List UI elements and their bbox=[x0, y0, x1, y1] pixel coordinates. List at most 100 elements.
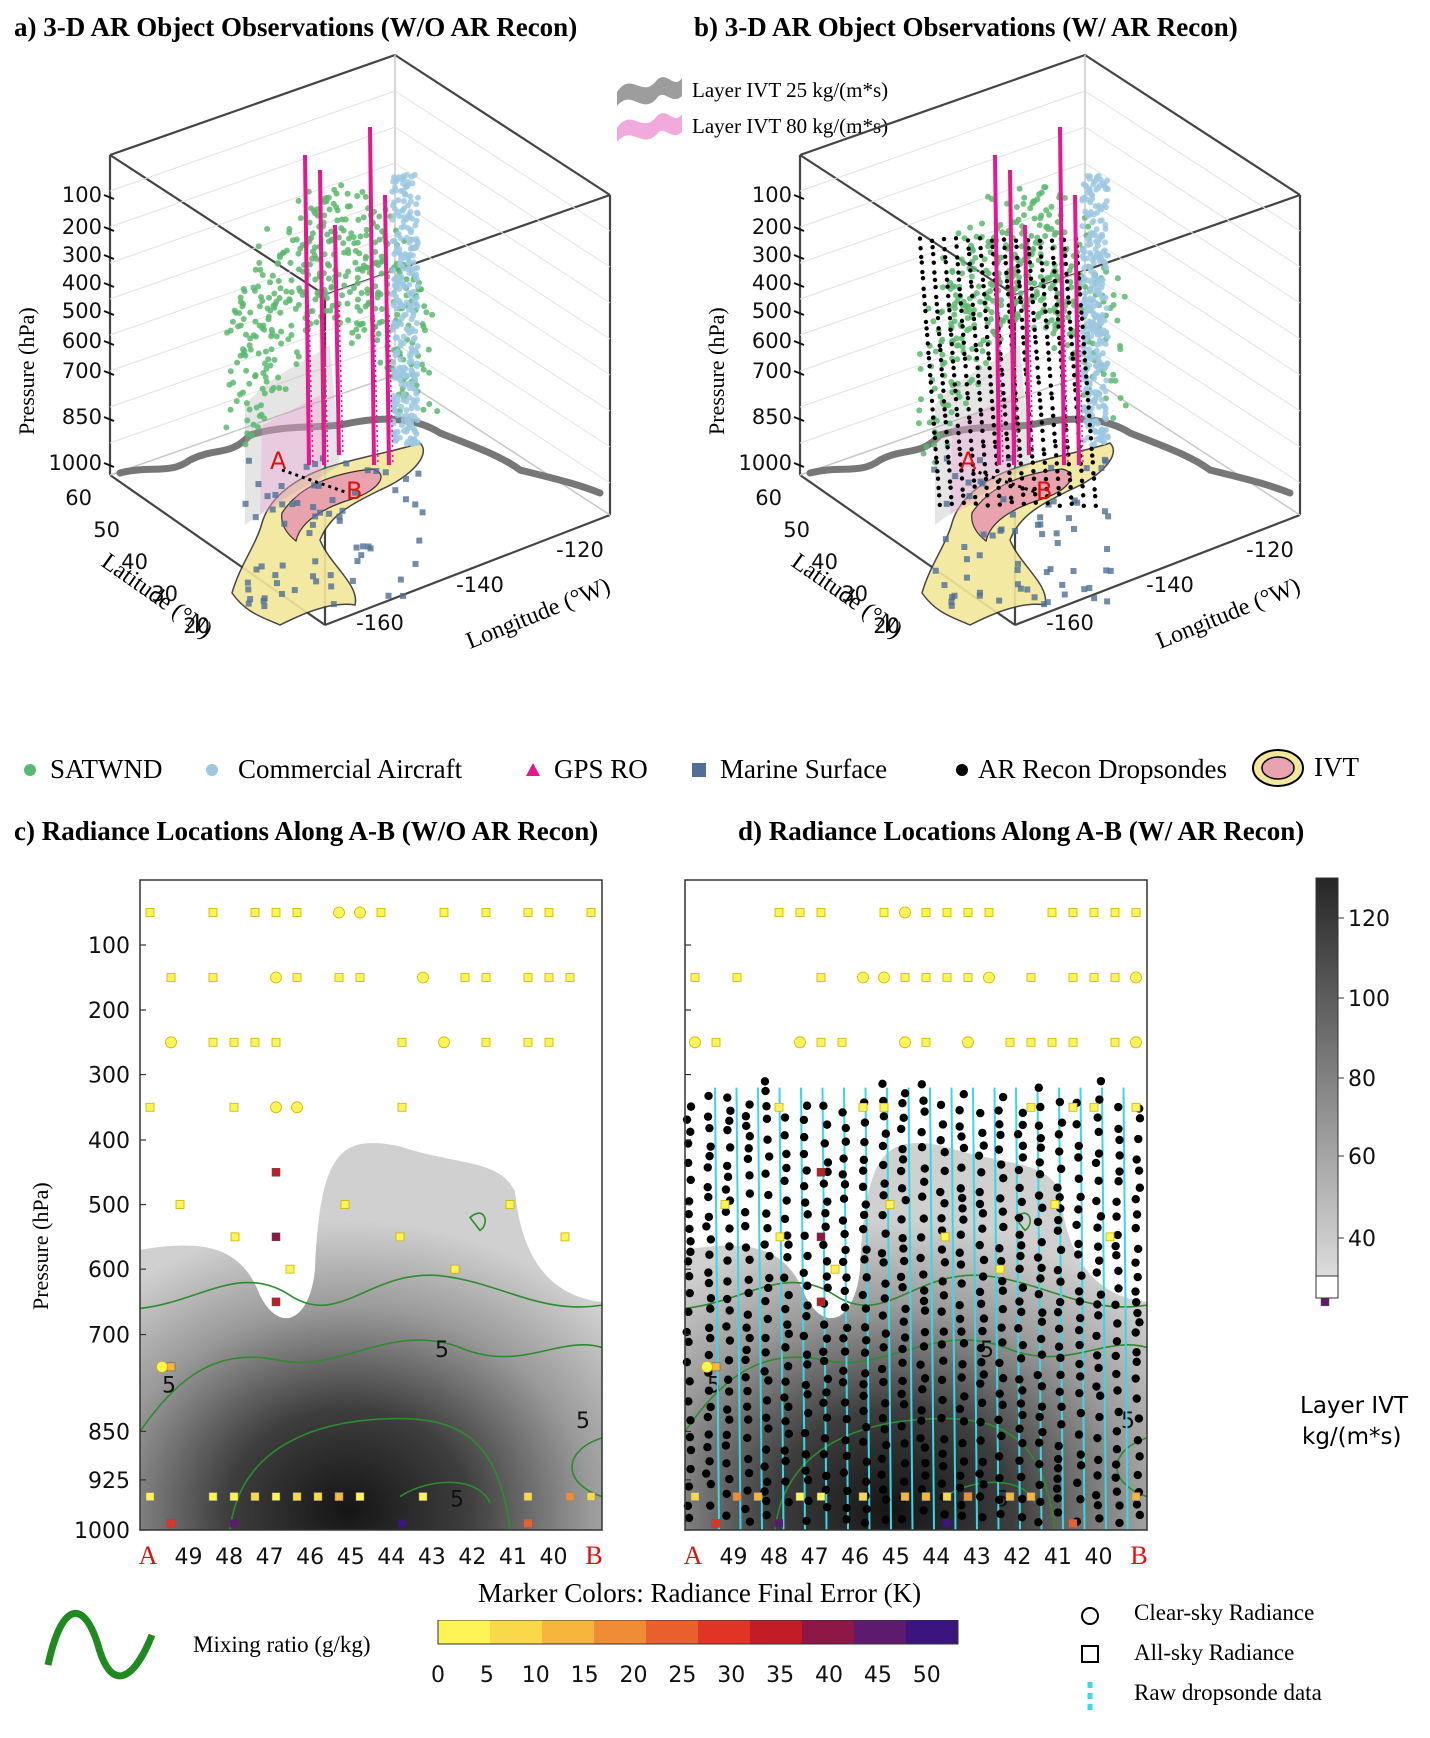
dropsonde-radiance-point bbox=[1034, 1518, 1043, 1527]
marine-obs bbox=[963, 556, 970, 563]
satwnd-obs bbox=[287, 259, 294, 266]
pressure-tick: 1000 bbox=[74, 1519, 130, 1544]
dropsonde-radiance-point bbox=[862, 1477, 871, 1486]
box-edge bbox=[1014, 513, 1301, 627]
dropsonde-radiance-point bbox=[784, 1402, 793, 1412]
all-sky-radiance-marker bbox=[1105, 1232, 1115, 1242]
aircraft-obs bbox=[1098, 396, 1105, 403]
grid-line bbox=[394, 306, 611, 448]
dropsonde-radiance-point bbox=[1038, 1308, 1047, 1317]
dropsonde-radiance-point bbox=[956, 1260, 966, 1269]
cbar-tick: 40 bbox=[1348, 1227, 1376, 1252]
satwnd-obs bbox=[231, 307, 238, 314]
all-sky-radiance-marker bbox=[900, 973, 910, 982]
marine-obs bbox=[952, 473, 959, 480]
dropsonde-radiance-point bbox=[706, 1142, 715, 1151]
dropsonde-radiance-point bbox=[860, 1138, 869, 1147]
error-color-swatch bbox=[906, 1620, 958, 1644]
satwnd-obs bbox=[378, 306, 385, 313]
dropsonde-radiance-point bbox=[956, 1471, 965, 1480]
satwnd-obs bbox=[345, 235, 352, 242]
all-sky-radiance-marker bbox=[271, 1037, 281, 1047]
dropsonde-obs bbox=[976, 373, 981, 379]
aircraft-obs bbox=[1093, 369, 1100, 376]
dropsonde-obs bbox=[985, 503, 990, 508]
all-sky-radiance-marker bbox=[1110, 1037, 1120, 1047]
gpsro-profile bbox=[383, 194, 391, 466]
dropsonde-radiance-point bbox=[799, 1268, 808, 1278]
satwnd-obs bbox=[1061, 194, 1068, 201]
aircraft-obs bbox=[403, 407, 410, 414]
dropsonde-radiance-point bbox=[998, 1286, 1008, 1295]
dropsonde-radiance-point bbox=[1016, 1251, 1025, 1261]
dropsonde-obs bbox=[1028, 276, 1034, 281]
dropsonde-obs bbox=[1048, 383, 1053, 388]
latitude-tick: 60 bbox=[65, 486, 92, 510]
dropsonde-obs bbox=[1056, 485, 1061, 491]
dropsonde-obs bbox=[965, 238, 971, 243]
dropsonde-obs bbox=[1088, 436, 1094, 441]
mixing-ratio-swatch-icon bbox=[44, 1610, 156, 1680]
satwnd-obs bbox=[965, 304, 972, 311]
dropsonde-radiance-point bbox=[917, 1080, 927, 1089]
dropsonde-obs bbox=[1069, 334, 1074, 339]
satwnd-obs bbox=[364, 264, 371, 271]
satwnd-obs bbox=[311, 244, 318, 251]
marine-obs bbox=[336, 513, 343, 520]
satwnd-obs bbox=[308, 255, 315, 262]
dropsonde-radiance-point bbox=[1034, 1121, 1044, 1130]
dropsonde-radiance-point bbox=[1053, 1464, 1063, 1473]
satwnd-obs bbox=[985, 295, 992, 302]
dropsonde-radiance-point bbox=[1094, 1127, 1103, 1137]
dropsonde-radiance-point bbox=[861, 1369, 870, 1378]
dropsonde-radiance-point bbox=[937, 1479, 947, 1488]
dropsonde-radiance-point bbox=[1036, 1274, 1045, 1283]
aircraft-obs bbox=[1093, 226, 1100, 233]
mixing-ratio-contour bbox=[468, 1212, 486, 1232]
satwnd-obs bbox=[920, 450, 927, 457]
dropsonde-radiance-point bbox=[975, 1469, 984, 1478]
all-sky-radiance-marker bbox=[942, 973, 952, 982]
all-sky-radiance-marker bbox=[1131, 1492, 1141, 1501]
dropsonde-radiance-point bbox=[860, 1255, 869, 1264]
dropsonde-obs bbox=[933, 447, 938, 452]
satwnd-obs bbox=[263, 365, 270, 372]
dropsonde-obs bbox=[1063, 261, 1068, 267]
all-sky-radiance-marker bbox=[565, 1492, 575, 1501]
all-sky-radiance-marker bbox=[1005, 1037, 1015, 1047]
satwnd-obs bbox=[954, 356, 961, 363]
dropsonde-obs bbox=[1044, 324, 1049, 330]
gpsro-profile-dotted bbox=[1063, 314, 1069, 466]
dropsonde-obs bbox=[1045, 501, 1050, 506]
dropsonde-radiance-point bbox=[1095, 1412, 1104, 1422]
aircraft-obs bbox=[408, 405, 415, 412]
dropsonde-obs bbox=[949, 332, 954, 337]
dropsonde-radiance-point bbox=[916, 1233, 926, 1242]
dropsonde-obs bbox=[1040, 268, 1045, 273]
latitude-tick: 41 bbox=[499, 1545, 527, 1570]
dropsonde-radiance-point bbox=[821, 1222, 830, 1231]
dropsonde-radiance-point bbox=[1014, 1324, 1023, 1333]
dropsonde-obs bbox=[942, 247, 947, 252]
dropsonde-obs bbox=[1044, 486, 1049, 492]
dropsonde-radiance-point bbox=[823, 1374, 833, 1384]
satwnd-obs bbox=[358, 289, 365, 296]
marine-obs bbox=[415, 470, 422, 477]
all-sky-radiance-marker bbox=[995, 1264, 1005, 1274]
dropsonde-obs bbox=[945, 445, 950, 450]
dropsonde-obs bbox=[985, 493, 990, 498]
dropsonde-obs bbox=[926, 356, 932, 361]
marine-obs bbox=[1070, 568, 1077, 575]
dropsonde-obs bbox=[996, 485, 1001, 491]
all-sky-radiance-marker bbox=[830, 1264, 840, 1274]
dropsonde-obs bbox=[934, 455, 939, 461]
satwnd-obs bbox=[262, 348, 269, 355]
dropsonde-radiance-point bbox=[994, 1145, 1004, 1154]
dropsonde-obs bbox=[962, 351, 967, 357]
satwnd-obs bbox=[240, 315, 247, 322]
satwnd-obs bbox=[1027, 205, 1034, 212]
dropsonde-obs bbox=[1079, 468, 1084, 473]
dropsonde-radiance-point bbox=[763, 1223, 772, 1233]
marine-obs bbox=[1037, 514, 1044, 521]
